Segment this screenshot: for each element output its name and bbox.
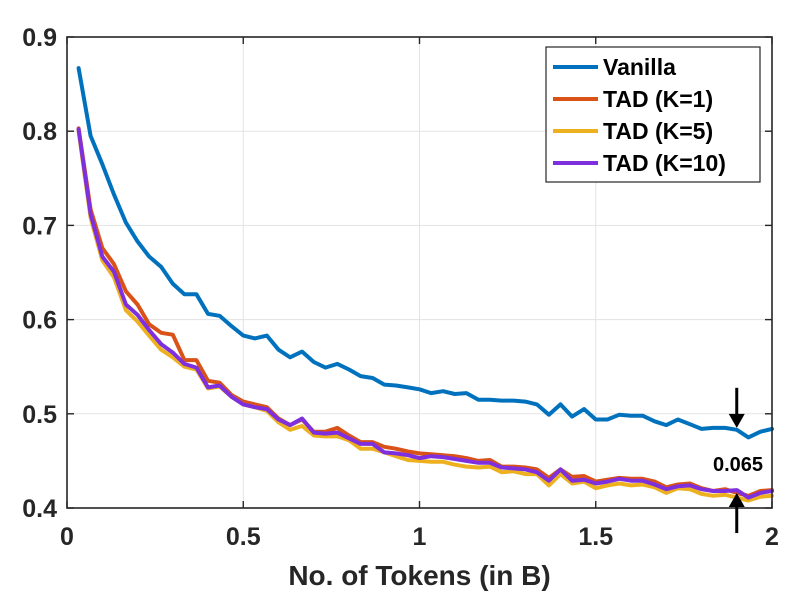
legend-label: TAD (K=10) — [603, 150, 726, 176]
series-line-tad-k-10 — [76, 127, 774, 500]
x-tick-labels: 0 0.5 1 1.5 2 — [60, 523, 779, 551]
y-tick-label: 0.8 — [22, 118, 57, 146]
y-tick-label: 0.6 — [22, 307, 57, 335]
arrow-down-head — [728, 413, 745, 428]
gap-annotation: 0.065 — [713, 387, 763, 534]
y-tick-label: 0.4 — [22, 495, 57, 523]
series-lines — [76, 66, 774, 503]
legend-label: TAD (K=5) — [603, 118, 713, 144]
y-tick-label: 0.5 — [22, 401, 57, 429]
legend-box — [545, 46, 761, 183]
legend-label: Vanilla — [603, 54, 676, 80]
series-line-tad-k-1 — [76, 126, 774, 498]
x-axis-title: No. of Tokens (in B) — [288, 560, 550, 591]
y-tick-label: 0.7 — [22, 212, 57, 240]
x-tick-label: 1.5 — [578, 523, 613, 551]
series-line-vanilla — [76, 66, 774, 440]
legend-label: TAD (K=1) — [603, 86, 713, 112]
x-tick-label: 2 — [765, 523, 779, 551]
x-tick-label: 0 — [60, 523, 74, 551]
legend: Vanilla TAD (K=1) TAD (K=5) TAD (K=10) — [545, 46, 761, 183]
x-tick-label: 1 — [413, 523, 427, 551]
tick-marks — [66, 36, 773, 509]
x-tick-label: 0.5 — [226, 523, 261, 551]
y-tick-label: 0.9 — [22, 24, 57, 52]
gap-label: 0.065 — [713, 454, 763, 476]
y-tick-labels: 0.4 0.5 0.6 0.7 0.8 0.9 — [22, 24, 57, 523]
arrow-up-head — [728, 493, 745, 508]
